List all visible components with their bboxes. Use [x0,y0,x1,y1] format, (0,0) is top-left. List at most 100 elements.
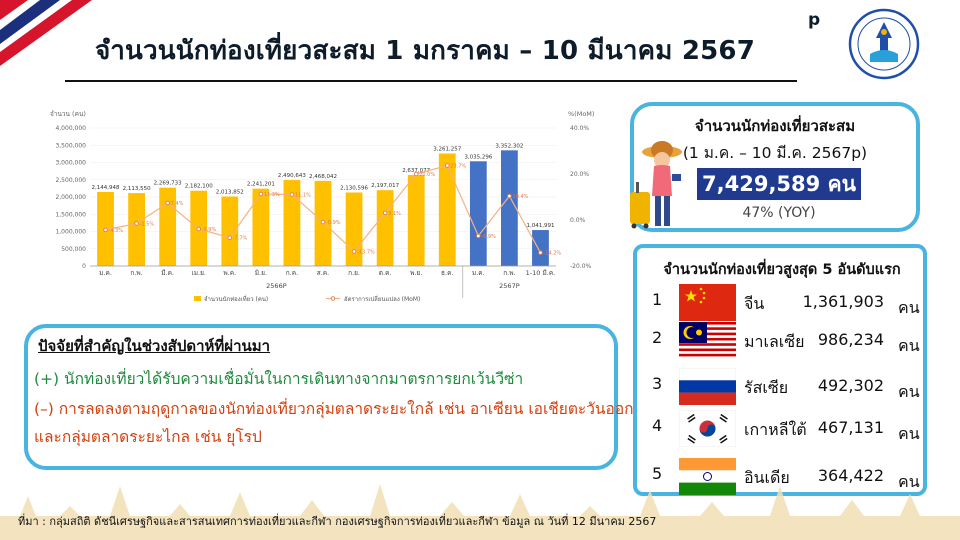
china-flag-icon [679,284,736,321]
bar-data-label: 2,241,201 [247,182,275,188]
y-tick-label: 2,000,000 [55,194,86,201]
mom-data-label: -3.9% [202,227,217,233]
mom-point [476,233,481,239]
country-unit: คน [898,382,920,401]
x-tick-label: ธ.ค. [441,269,453,277]
mom-point [289,192,295,197]
mom-point [165,200,170,206]
bar [128,193,145,266]
country-unit: คน [898,298,920,317]
y-tick-label: 1,000,000 [55,229,86,236]
mom-data-label: -1.5% [140,221,155,227]
bar-data-label: 2,197,017 [371,183,399,189]
country-unit: คน [898,424,920,443]
x-tick-label: ก.ย. [348,269,360,277]
top5-row: 5 อินเดีย 364,422 คน [652,458,922,498]
x-tick-label: ม.ค. [99,269,112,277]
mom-point [103,227,108,233]
bar [469,161,487,266]
bar-data-label: 2,130,596 [340,185,368,191]
thai-flag-ribbon-icon [0,0,120,90]
y2-tick-label: 40.0% [570,125,589,132]
rank-number: 4 [652,416,663,435]
year-group-label: 2567P [499,282,520,290]
ministry-logo-icon [848,8,920,80]
x-tick-label: เม.ย. [192,269,206,277]
mom-point [258,191,264,197]
bar [376,190,394,266]
top5-row: 4 เกาหลีใต้ 467,131 คน [652,410,922,450]
x-tick-label: พ.ค. [223,269,236,277]
bar-data-label: 2,144,948 [92,185,120,191]
left-axis-title: จำนวน (คน) [50,110,86,118]
country-name: มาเลเซีย [744,332,805,351]
country-unit: คน [898,472,920,491]
bar-data-label: 2,113,550 [123,186,151,192]
mom-point [413,171,419,177]
country-name: จีน [744,294,765,313]
bar-data-label: 2,013,852 [216,190,244,196]
bar-data-label: 3,261,257 [433,146,461,152]
mom-data-label: 11.3% [264,192,280,198]
country-value: 1,361,903 [802,292,884,311]
bar-data-label: 1,041,991 [526,223,554,229]
top5-title: จำนวนนักท่องเที่ยวสูงสุด 5 อันดับแรก [663,262,901,278]
malaysia-flag-icon [679,322,736,359]
country-name: รัสเซีย [744,378,789,397]
mom-data-label: -7.7% [233,236,248,242]
mom-point [445,163,450,168]
mom-data-label: -14.2% [543,251,561,257]
cumulative-value: 7,429,589 คน [702,172,856,196]
x-tick-label: มี.ค. [161,269,174,277]
country-name: อินเดีย [744,468,790,487]
mom-data-label: -13.7% [357,250,375,256]
factor-negative-2: และกลุ่มตลาดระยะไกล เช่น ยุโรป [34,428,262,446]
tourist-arrivals-chart: จำนวน (คน) %(MoM) 0 500,000 1,000,000 1,500,0… [50,110,594,303]
y-tick-label: 2,500,000 [55,177,86,184]
mom-point [320,219,326,225]
x-tick-label: ก.พ. [503,269,515,277]
y-tick-label: 0 [82,263,86,270]
india-flag-icon [679,458,736,495]
cumulative-period: (1 ม.ค. – 10 มี.ค. 2567p) [682,144,868,162]
rank-number: 1 [652,290,663,309]
country-value: 467,131 [817,418,884,437]
bar-data-label: 2,468,042 [309,174,337,180]
temple-skyline-decoration [0,484,960,540]
cumulative-panel [630,102,920,232]
russia-flag-icon [679,368,736,405]
x-tick-label: ต.ค. [379,269,392,277]
factors-panel [24,324,618,470]
mom-point [507,193,512,199]
country-value: 492,302 [817,376,884,395]
top5-row: 3 รัสเซีย 492,302 คน [652,368,922,408]
title-superscript: p [808,10,821,30]
bar [532,230,549,266]
cumulative-value-band [697,168,861,200]
bar-data-label: 3,035,296 [464,154,492,160]
bar [283,180,301,266]
y2-tick-label: 0.0% [570,217,586,224]
rank-number: 5 [652,464,663,483]
mom-point [382,210,388,216]
south-korea-flag-icon [679,410,736,447]
x-tick-label: มิ.ย. [255,269,267,277]
bar [252,188,270,266]
mom-point [538,250,543,255]
y-tick-label: 1,500,000 [55,211,86,218]
mom-data-label: 11.1% [295,192,311,198]
bar [501,150,518,266]
x-tick-label: ก.ค. [286,269,298,277]
mom-data-label: 23.7% [450,163,466,169]
title-divider [65,80,797,82]
mom-data-label: -0.9% [326,220,341,226]
mom-data-label: -6.9% [481,234,496,240]
top5-row: 2 มาเลเซีย 986,234 คน [652,322,922,362]
y-tick-label: 4,000,000 [55,125,86,132]
bar [159,187,177,266]
mom-data-label: -4.3% [109,228,124,234]
cumulative-yoy: 47% (YOY) [742,205,816,221]
mom-data-label: 7.4% [171,201,184,207]
mom-data-label: 10.4% [512,194,528,200]
cumulative-title: จำนวนนักท่องเที่ยวสะสม [694,117,856,135]
